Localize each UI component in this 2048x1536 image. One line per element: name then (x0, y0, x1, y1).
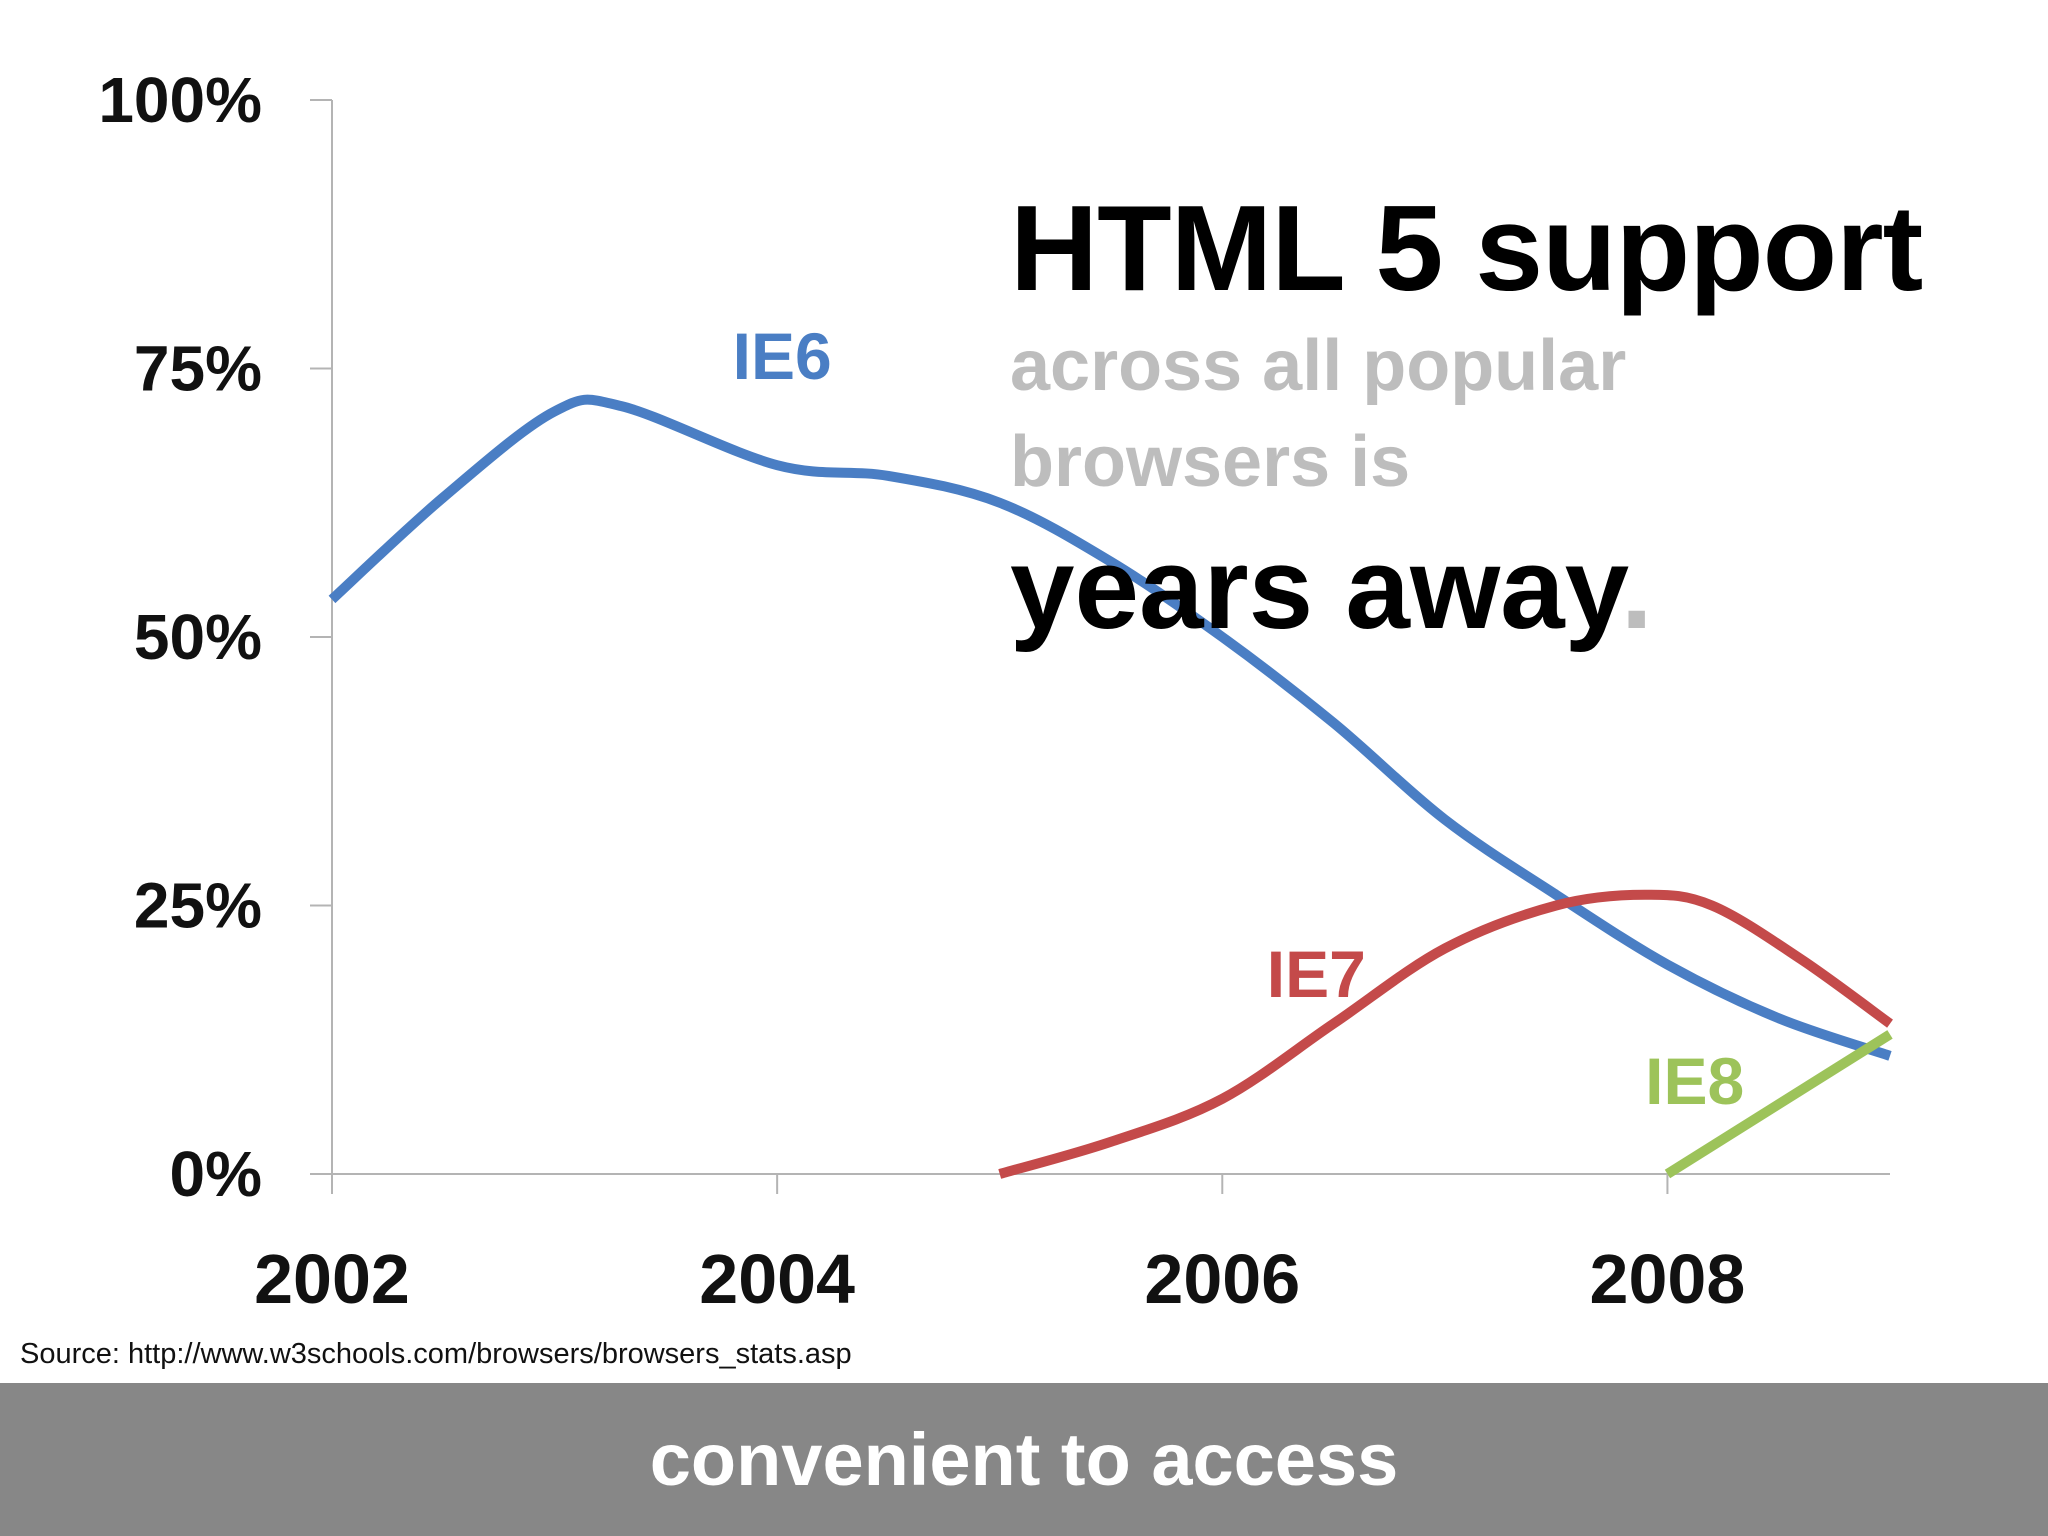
source-citation: Source: http://www.w3schools.com/browser… (20, 1338, 852, 1370)
series-label-ie6: IE6 (733, 319, 832, 393)
headline: HTML 5 support across all popular browse… (1010, 180, 2030, 648)
y-tick-label: 25% (134, 870, 262, 942)
series-line-ie8 (1664, 1030, 1893, 1179)
y-tick-label: 50% (134, 601, 262, 673)
chart-series (328, 394, 1893, 1179)
series-label-ie7: IE7 (1267, 937, 1366, 1011)
x-tick-label: 2006 (1144, 1240, 1300, 1318)
headline-period: . (1620, 523, 1653, 653)
headline-emphasis-text: years away (1010, 523, 1621, 653)
x-tick-label: 2002 (254, 1240, 410, 1318)
headline-emphasis: years away. (1010, 528, 2030, 648)
y-tick-label: 100% (98, 64, 262, 136)
chart-axes (310, 99, 1890, 1194)
chart-labels: 0% 25% 50% 75% 100% 2002 2004 2006 2008 IE6 IE7 IE8 (98, 64, 1745, 1318)
headline-subtitle-line-1: across all popular (1010, 326, 1627, 406)
x-tick-label: 2008 (1590, 1240, 1746, 1318)
x-tick-label: 2004 (699, 1240, 855, 1318)
footer-bar: convenient to access (0, 1383, 2048, 1536)
series-line-ie7 (998, 889, 1893, 1179)
series-label-ie8: IE8 (1645, 1044, 1744, 1118)
headline-subtitle-line-2: browsers is (1010, 422, 1411, 502)
footer-caption: convenient to access (649, 1418, 1399, 1501)
series-line-ie6 (328, 394, 1892, 1061)
y-tick-label: 0% (170, 1138, 263, 1210)
y-tick-label: 75% (134, 333, 262, 405)
headline-title: HTML 5 support (1010, 180, 1923, 316)
